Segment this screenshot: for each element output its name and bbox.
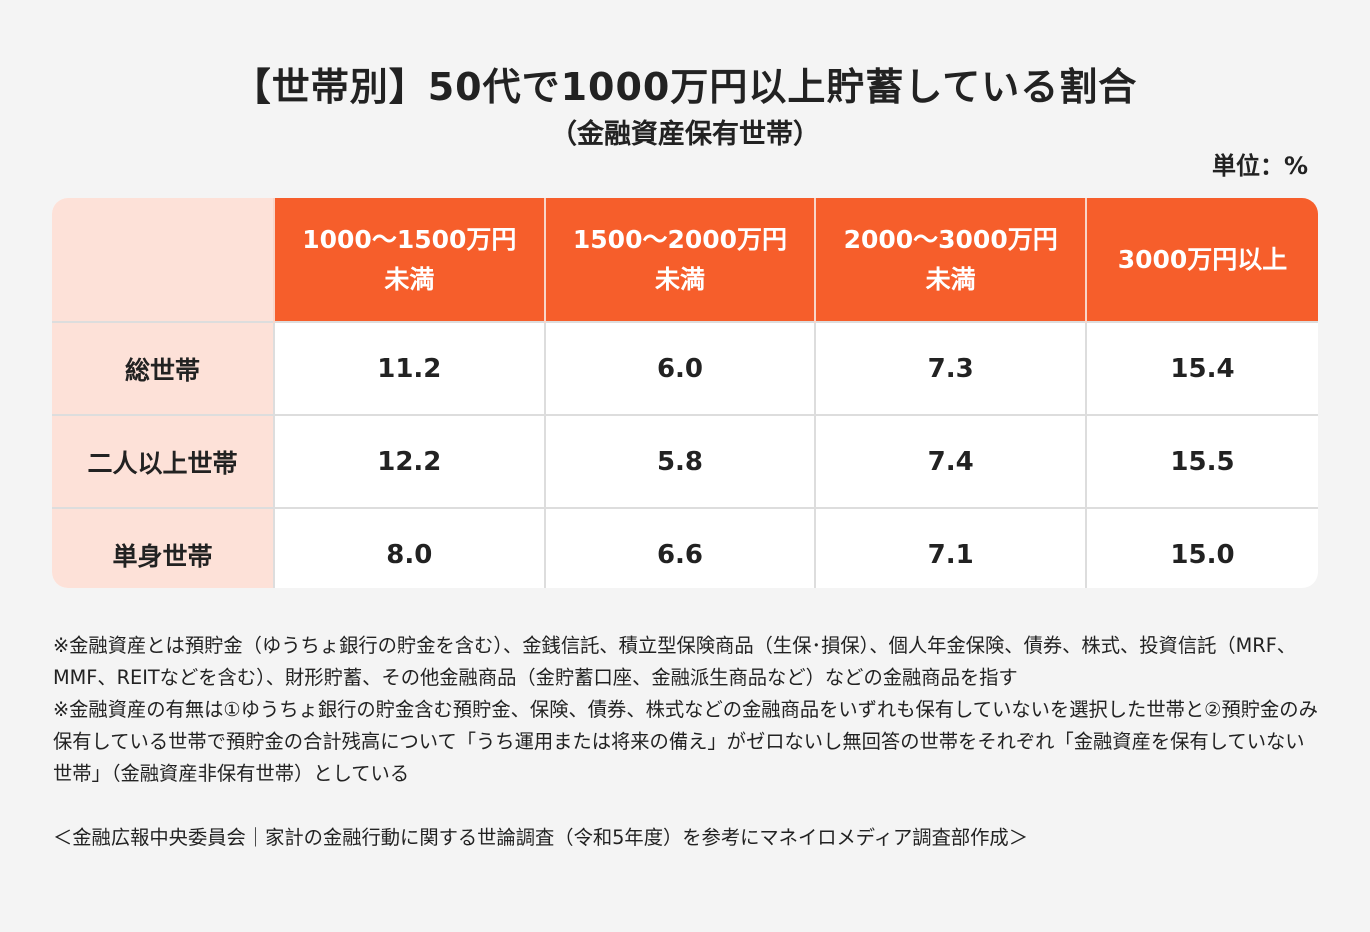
table-cell: 7.1	[815, 507, 1087, 588]
column-header: 2000〜3000万円 未満	[815, 198, 1087, 322]
table-cell: 15.5	[1086, 414, 1318, 508]
row-header: 二人以上世帯	[52, 414, 275, 508]
row-header: 総世帯	[52, 321, 275, 415]
table-cell: 15.0	[1086, 507, 1318, 588]
column-header-line: 1000〜1500万円	[302, 224, 517, 254]
chart-title: 【世帯別】50代で1000万円以上貯蓄している割合	[232, 65, 1138, 109]
column-header-line: 2000〜3000万円	[843, 224, 1058, 254]
table-row: 二人以上世帯 12.2 5.8 7.4 15.5	[52, 414, 1318, 508]
table-cell: 15.4	[1086, 321, 1318, 415]
table-cell: 12.2	[274, 414, 546, 508]
chart-subtitle: （金融資産保有世帯）	[550, 119, 820, 150]
column-header: 1500〜2000万円 未満	[544, 198, 817, 322]
column-header-line: 3000万円以上	[1117, 244, 1288, 274]
table-cell: 7.3	[815, 321, 1087, 415]
unit-label: 単位：%	[1211, 152, 1308, 180]
table-cell: 6.6	[544, 507, 817, 588]
table-cell: 7.4	[815, 414, 1087, 508]
table-cell: 6.0	[544, 321, 817, 415]
data-table-container: 1000〜1500万円 未満 1500〜2000万円 未満 2000〜3000万円未…	[52, 198, 1318, 588]
data-table: 1000〜1500万円 未満 1500〜2000万円 未満 2000〜3000万円未…	[52, 198, 1318, 588]
table-cell: 8.0	[274, 507, 546, 588]
table-cell: 11.2	[274, 321, 546, 415]
header-row: 1000〜1500万円 未満 1500〜2000万円 未満 2000〜3000万円未…	[52, 198, 1318, 322]
source-credit: ＜金融広報中央委員会｜家計の金融行動に関する世論調査（令和5年度）を参考にマネイ…	[53, 826, 1028, 849]
column-header-line: 未満	[654, 264, 705, 294]
footnote: ※金融資産の有無は①ゆうちょ銀行の貯金含む預貯金、保険、債券、株式などの金融商品…	[53, 698, 1318, 785]
column-header-line: 未満	[925, 264, 976, 294]
footnotes: ※金融資産とは預貯金（ゆうちょ銀行の貯金を含む）、金銭信託、積立型保険商品（生保…	[53, 630, 1318, 854]
table-row: 単身世帯 8.0 6.6 7.1 15.0	[52, 507, 1318, 588]
table-cell: 5.8	[544, 414, 817, 508]
column-header: 3000万円以上	[1086, 198, 1318, 322]
table-row: 総世帯 11.2 6.0 7.3 15.4	[52, 321, 1318, 415]
column-header-line: 未満	[384, 264, 435, 294]
column-header-line: 1500〜2000万円	[572, 224, 788, 254]
corner-cell	[52, 198, 275, 322]
column-header: 1000〜1500万円 未満	[274, 198, 546, 322]
footnote: ※金融資産とは預貯金（ゆうちょ銀行の貯金を含む）、金銭信託、積立型保険商品（生保…	[53, 634, 1297, 689]
row-header: 単身世帯	[52, 507, 275, 588]
